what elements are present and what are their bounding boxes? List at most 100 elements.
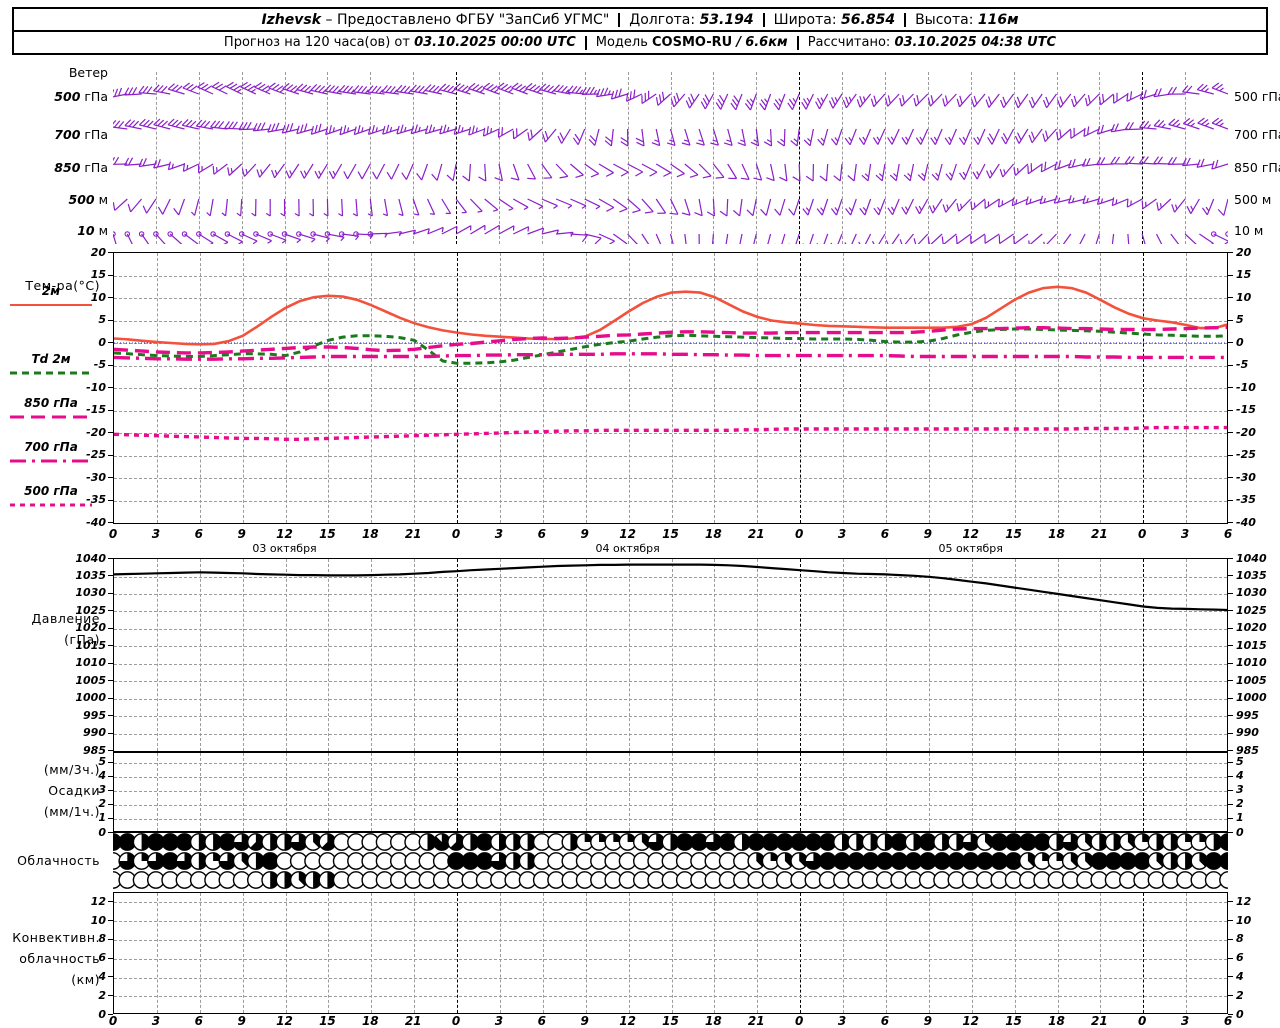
pressure-tick-left-995: 995 <box>60 710 106 721</box>
precip-tick-right-0: 0 <box>1236 827 1264 838</box>
x-tick-top-42: 18 <box>701 528 725 540</box>
temperature-panel <box>113 252 1228 524</box>
x-tick-bottom-36: 12 <box>616 1015 640 1027</box>
temperature-tick-right--10: -10 <box>1236 382 1276 393</box>
grid-value-line <box>114 996 1227 997</box>
precip-tickmark-left-2 <box>108 804 113 805</box>
cloud-symbol-middle-78 <box>1220 853 1228 869</box>
conv-tick-right-12: 12 <box>1236 896 1266 907</box>
wind-level-label-right-3: 500 м <box>1234 193 1280 206</box>
x-tick-bottom-69: 21 <box>1087 1015 1111 1027</box>
cloud-symbol-low-78 <box>1220 872 1228 888</box>
temperature-tick-left-15: 15 <box>68 269 106 280</box>
x-tick-top-51: 3 <box>830 528 854 540</box>
x-tick-bottom-75: 3 <box>1173 1015 1197 1027</box>
legend-item-4: 500 гПа <box>0 484 102 509</box>
x-tick-bottom-48: 0 <box>787 1015 811 1027</box>
altitude-value: 116м <box>978 12 1019 28</box>
grid-hour-line <box>500 893 501 1013</box>
grid-hour-line <box>543 893 544 1013</box>
temperature-tickmark-right--20 <box>1228 432 1233 433</box>
precipitation-panel <box>113 752 1228 832</box>
temperature-tickmark-right-15 <box>1228 275 1233 276</box>
conv-tick-right-2: 2 <box>1236 990 1266 1001</box>
grid-value-line <box>114 777 1227 778</box>
wind-level-label-left-0: 500 гПа <box>0 90 108 103</box>
temperature-tickmark-right-0 <box>1228 342 1233 343</box>
conv-tickmark-left-10 <box>108 920 113 921</box>
x-tick-bottom-45: 21 <box>744 1015 768 1027</box>
grid-day-line <box>457 893 458 1013</box>
pressure-tick-right-1025: 1025 <box>1236 605 1280 616</box>
temperature-tickmark-left-0 <box>108 342 113 343</box>
x-tick-bottom-6: 6 <box>187 1015 211 1027</box>
temperature-series-700-гПа <box>114 354 1227 359</box>
pressure-tick-left-990: 990 <box>60 727 106 738</box>
legend-label-1: Td 2м <box>0 352 102 366</box>
pressure-tick-left-1040: 1040 <box>60 553 106 564</box>
pressure-tick-right-1010: 1010 <box>1236 657 1280 668</box>
temperature-tickmark-left--25 <box>108 455 113 456</box>
pressure-tick-left-1025: 1025 <box>60 605 106 616</box>
pressure-tickmark-right-985 <box>1228 750 1233 751</box>
temperature-tickmark-right--30 <box>1228 477 1233 478</box>
temperature-tickmark-left--5 <box>108 365 113 366</box>
pressure-tickmark-left-1010 <box>108 663 113 664</box>
x-tick-top-48: 0 <box>787 528 811 540</box>
wind-level-label-right-0: 500 гПа <box>1234 90 1280 103</box>
day-label-2: 05 октября <box>896 543 1046 554</box>
pressure-tick-left-985: 985 <box>60 745 106 756</box>
cloud-panel <box>113 832 1228 890</box>
x-tick-bottom-12: 12 <box>273 1015 297 1027</box>
pressure-tick-right-1015: 1015 <box>1236 640 1280 651</box>
x-tick-bottom-9: 9 <box>230 1015 254 1027</box>
legend-item-1: Td 2м <box>0 352 102 377</box>
x-tick-top-0: 0 <box>101 528 125 540</box>
pressure-tickmark-left-1005 <box>108 680 113 681</box>
model-cell: Модель COSMO-RU / 6.6км <box>585 36 797 50</box>
x-tick-top-39: 15 <box>659 528 683 540</box>
grid-value-line <box>114 902 1227 903</box>
wind-level-label-right-1: 700 гПа <box>1234 128 1280 141</box>
legend-item-3: 700 гПа <box>0 440 102 465</box>
temperature-tick-left--40: -40 <box>68 517 106 528</box>
x-tick-top-66: 18 <box>1044 528 1068 540</box>
pressure-tickmark-right-1010 <box>1228 663 1233 664</box>
pressure-tickmark-right-1020 <box>1228 628 1233 629</box>
conv-tick-right-4: 4 <box>1236 971 1266 982</box>
pressure-tick-right-1030: 1030 <box>1236 587 1280 598</box>
model-resolution: 6.6км <box>745 35 787 50</box>
precip-tickmark-right-4 <box>1228 776 1233 777</box>
grid-hour-line <box>200 893 201 1013</box>
longitude-value: 53.194 <box>700 12 754 28</box>
conv-tick-left-12: 12 <box>76 896 106 907</box>
legend-item-0: 2м <box>0 284 102 309</box>
grid-hour-line <box>1058 893 1059 1013</box>
grid-hour-line <box>672 893 673 1013</box>
pressure-series <box>114 565 1227 610</box>
wind-level-label-right-4: 10 м <box>1234 224 1280 237</box>
x-tick-bottom-0: 0 <box>101 1015 125 1027</box>
grid-value-line <box>114 763 1227 764</box>
temperature-series-500-гПа <box>114 428 1227 440</box>
x-tick-top-75: 3 <box>1173 528 1197 540</box>
day-label-0: 03 октября <box>210 543 360 554</box>
temperature-tick-right-5: 5 <box>1236 314 1276 325</box>
pressure-tick-right-990: 990 <box>1236 727 1280 738</box>
station-cell: Izhevsk – Предоставлено ФГБУ "ЗапСиб УГМ… <box>252 13 618 27</box>
grid-hour-line <box>1186 893 1187 1013</box>
temperature-tickmark-left-5 <box>108 320 113 321</box>
grid-hour-line <box>886 893 887 1013</box>
conv-tickmark-right-12 <box>1228 901 1233 902</box>
temperature-tick-right-15: 15 <box>1236 269 1276 280</box>
pressure-tickmark-left-1015 <box>108 645 113 646</box>
precip-tickmark-right-1 <box>1228 818 1233 819</box>
conv-tick-right-8: 8 <box>1236 933 1266 944</box>
temperature-tickmark-right--10 <box>1228 387 1233 388</box>
forecast-time: 03.10.2025 00:00 UTC <box>414 35 576 50</box>
grid-hour-line <box>371 893 372 1013</box>
pressure-tickmark-left-1035 <box>108 575 113 576</box>
conv-tick-right-0: 0 <box>1236 1009 1266 1020</box>
grid-hour-line <box>157 893 158 1013</box>
computed-cell: Рассчитано: 03.10.2025 04:38 UTC <box>797 36 1065 50</box>
